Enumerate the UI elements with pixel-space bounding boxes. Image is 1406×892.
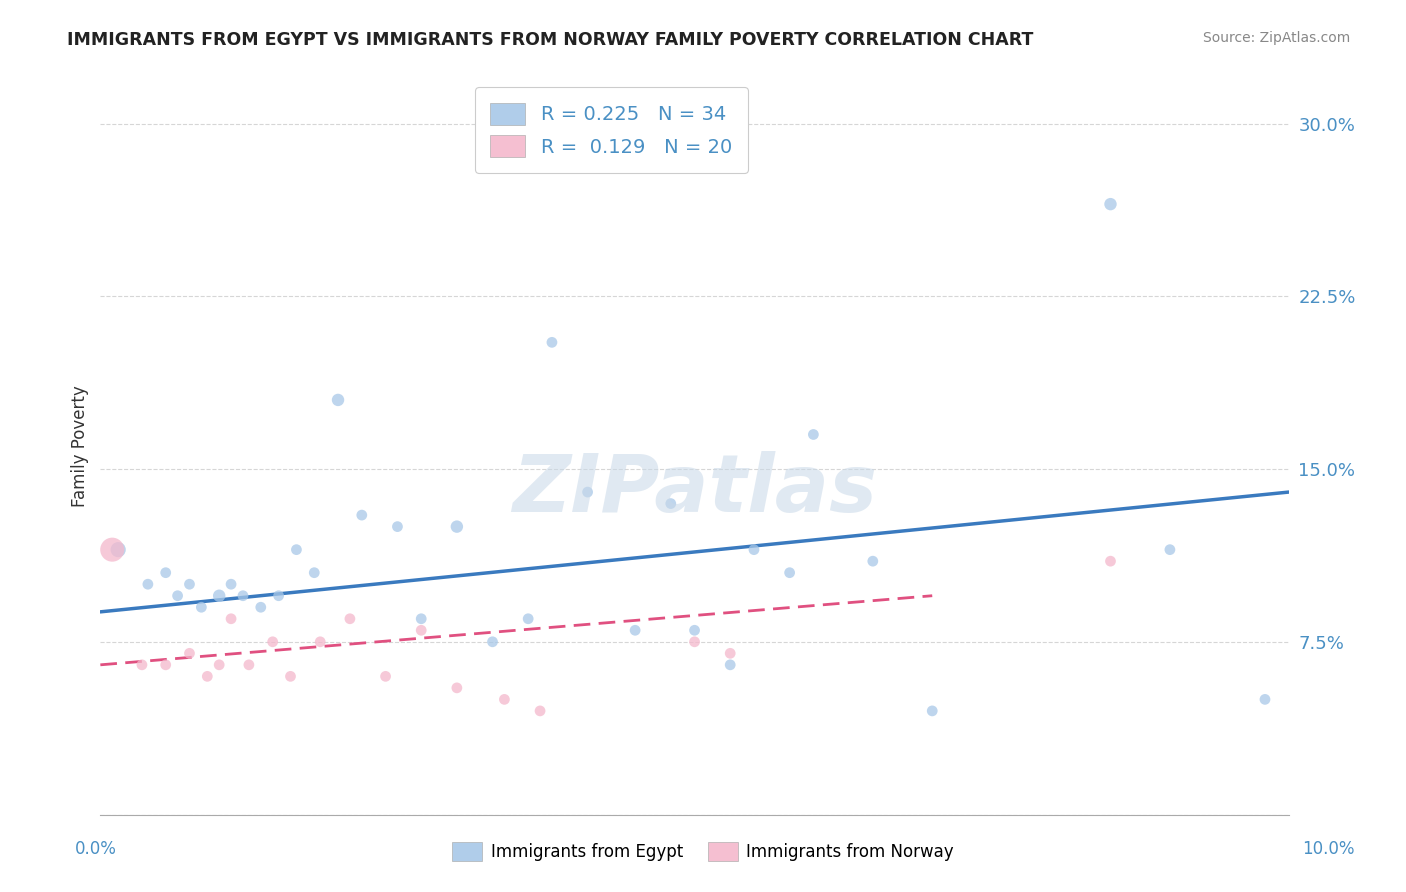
Legend: R = 0.225   N = 34, R =  0.129   N = 20: R = 0.225 N = 34, R = 0.129 N = 20 [475, 87, 748, 173]
Point [718, 646, 741, 660]
Point [374, 669, 396, 683]
Point [350, 508, 373, 522]
Point [238, 657, 260, 672]
Point [494, 692, 516, 706]
Point [1254, 692, 1277, 706]
Point [285, 542, 308, 557]
Point [219, 612, 242, 626]
Text: 10.0%: 10.0% [1302, 840, 1355, 858]
Point [280, 669, 302, 683]
Point [541, 335, 564, 350]
Point [195, 669, 218, 683]
Point [779, 566, 801, 580]
Legend: Immigrants from Egypt, Immigrants from Norway: Immigrants from Egypt, Immigrants from N… [446, 835, 960, 868]
Point [529, 704, 551, 718]
Point [446, 681, 468, 695]
Point [446, 519, 468, 533]
Text: 0.0%: 0.0% [75, 840, 117, 858]
Point [659, 497, 682, 511]
Point [267, 589, 290, 603]
Text: ZIPatlas: ZIPatlas [512, 451, 877, 529]
Text: Source: ZipAtlas.com: Source: ZipAtlas.com [1202, 31, 1350, 45]
Point [155, 566, 177, 580]
Point [107, 542, 129, 557]
Point [1099, 197, 1122, 211]
Point [387, 519, 409, 533]
Point [683, 635, 706, 649]
Point [326, 392, 349, 407]
Point [862, 554, 884, 568]
Point [576, 485, 599, 500]
Point [179, 577, 201, 591]
Point [262, 635, 284, 649]
Point [339, 612, 361, 626]
Point [179, 646, 201, 660]
Point [1099, 554, 1122, 568]
Point [411, 624, 433, 638]
Point [136, 577, 159, 591]
Y-axis label: Family Poverty: Family Poverty [72, 385, 89, 507]
Point [249, 600, 271, 615]
Point [517, 612, 540, 626]
Point [219, 577, 242, 591]
Point [309, 635, 332, 649]
Point [101, 542, 124, 557]
Point [683, 624, 706, 638]
Point [208, 589, 231, 603]
Point [166, 589, 188, 603]
Point [190, 600, 212, 615]
Point [718, 657, 741, 672]
Point [411, 612, 433, 626]
Point [131, 657, 153, 672]
Point [232, 589, 254, 603]
Point [921, 704, 943, 718]
Point [624, 624, 647, 638]
Point [155, 657, 177, 672]
Point [1159, 542, 1181, 557]
Point [803, 427, 825, 442]
Point [481, 635, 503, 649]
Point [208, 657, 231, 672]
Point [304, 566, 326, 580]
Point [742, 542, 765, 557]
Text: IMMIGRANTS FROM EGYPT VS IMMIGRANTS FROM NORWAY FAMILY POVERTY CORRELATION CHART: IMMIGRANTS FROM EGYPT VS IMMIGRANTS FROM… [67, 31, 1033, 49]
